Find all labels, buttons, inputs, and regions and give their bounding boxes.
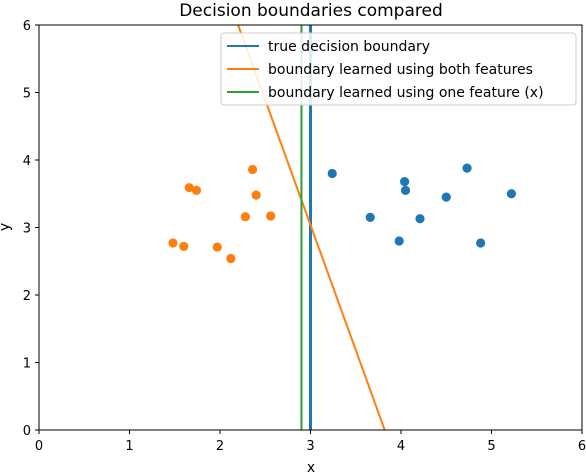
x-axis-ticks: 0 1 2 3 4 5 6 (35, 430, 586, 454)
x-tick-label: 0 (35, 439, 43, 454)
data-point (179, 241, 189, 251)
data-point (240, 212, 250, 222)
data-point (327, 168, 337, 179)
data-point (365, 212, 375, 222)
y-tick-label: 4 (23, 154, 31, 169)
data-point (191, 185, 202, 195)
data-point (476, 238, 486, 248)
x-tick-label: 3 (306, 439, 314, 454)
legend-box (220, 32, 577, 106)
data-point (247, 164, 258, 175)
data-point (212, 242, 222, 252)
data-point (506, 189, 517, 199)
x-tick-label: 1 (125, 439, 133, 454)
x-tick-label: 6 (578, 439, 586, 454)
legend: true decision boundary boundary learned u… (220, 32, 577, 106)
legend-label: boundary learned using one feature (x) (268, 85, 544, 101)
data-point (400, 177, 410, 187)
data-point (400, 185, 411, 195)
x-tick-label: 2 (216, 439, 224, 454)
y-tick-label: 1 (23, 357, 31, 372)
x-tick-label: 5 (487, 439, 495, 454)
data-point (441, 192, 451, 202)
data-point (168, 238, 178, 248)
data-point (266, 211, 276, 221)
x-axis-label: x (307, 460, 315, 474)
y-axis-ticks: 0 1 2 3 4 5 6 (23, 19, 39, 439)
data-point (184, 183, 194, 193)
legend-label: boundary learned using both features (268, 62, 533, 78)
data-point (394, 236, 404, 246)
y-tick-label: 2 (23, 289, 31, 304)
data-point (251, 190, 261, 200)
data-point (226, 253, 236, 264)
y-tick-label: 3 (23, 222, 31, 237)
x-tick-label: 4 (397, 439, 405, 454)
legend-label: true decision boundary (268, 39, 430, 55)
data-point (415, 214, 425, 224)
y-tick-label: 6 (23, 19, 31, 34)
chart-title: Decision boundaries compared (179, 1, 443, 21)
y-tick-label: 0 (23, 424, 31, 439)
y-axis-label: y (0, 223, 13, 231)
y-tick-label: 5 (23, 87, 31, 102)
data-point (462, 163, 472, 173)
